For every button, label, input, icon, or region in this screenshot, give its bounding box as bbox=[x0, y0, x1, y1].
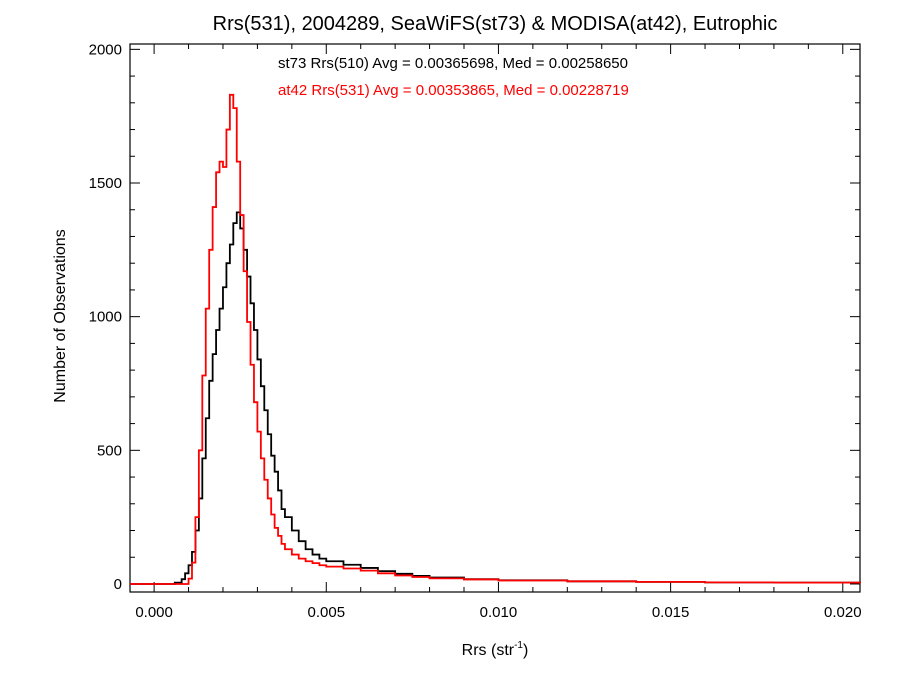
x-axis: 0.000 0.005 0.010 0.015 0.020 bbox=[135, 44, 862, 621]
series-line-1 bbox=[130, 93, 861, 585]
x-axis-label: Rrs (str-1) bbox=[462, 640, 529, 659]
plot-frame bbox=[129, 43, 861, 593]
y-axis-label: Number of Observations bbox=[52, 229, 69, 402]
annotation-st73: st73 Rrs(510) Avg = 0.00365698, Med = 0.… bbox=[278, 55, 628, 72]
y-tick-label: 2000 bbox=[89, 41, 122, 58]
y-tick-label: 500 bbox=[97, 442, 122, 459]
series-layer bbox=[130, 93, 861, 585]
x-axis-label-sup: -1 bbox=[514, 640, 523, 651]
chart-title: Rrs(531), 2004289, SeaWiFS(st73) & MODIS… bbox=[213, 13, 778, 35]
x-tick-label: 0.010 bbox=[480, 604, 518, 621]
series-line-0 bbox=[130, 211, 861, 585]
y-tick-label: 0 bbox=[114, 576, 122, 593]
x-tick-label: 0.005 bbox=[308, 604, 346, 621]
y-tick-label: 1500 bbox=[89, 175, 122, 192]
x-tick-label: 0.015 bbox=[652, 604, 690, 621]
x-axis-label-main: Rrs (str bbox=[462, 642, 515, 659]
y-axis: 0 500 1000 1500 2000 bbox=[89, 41, 860, 593]
x-tick-label: 0.020 bbox=[824, 604, 862, 621]
y-tick-label: 1000 bbox=[89, 309, 122, 326]
x-axis-label-suffix: ) bbox=[523, 642, 528, 659]
x-tick-label: 0.000 bbox=[135, 604, 173, 621]
annotation-at42: at42 Rrs(531) Avg = 0.00353865, Med = 0.… bbox=[278, 82, 629, 99]
